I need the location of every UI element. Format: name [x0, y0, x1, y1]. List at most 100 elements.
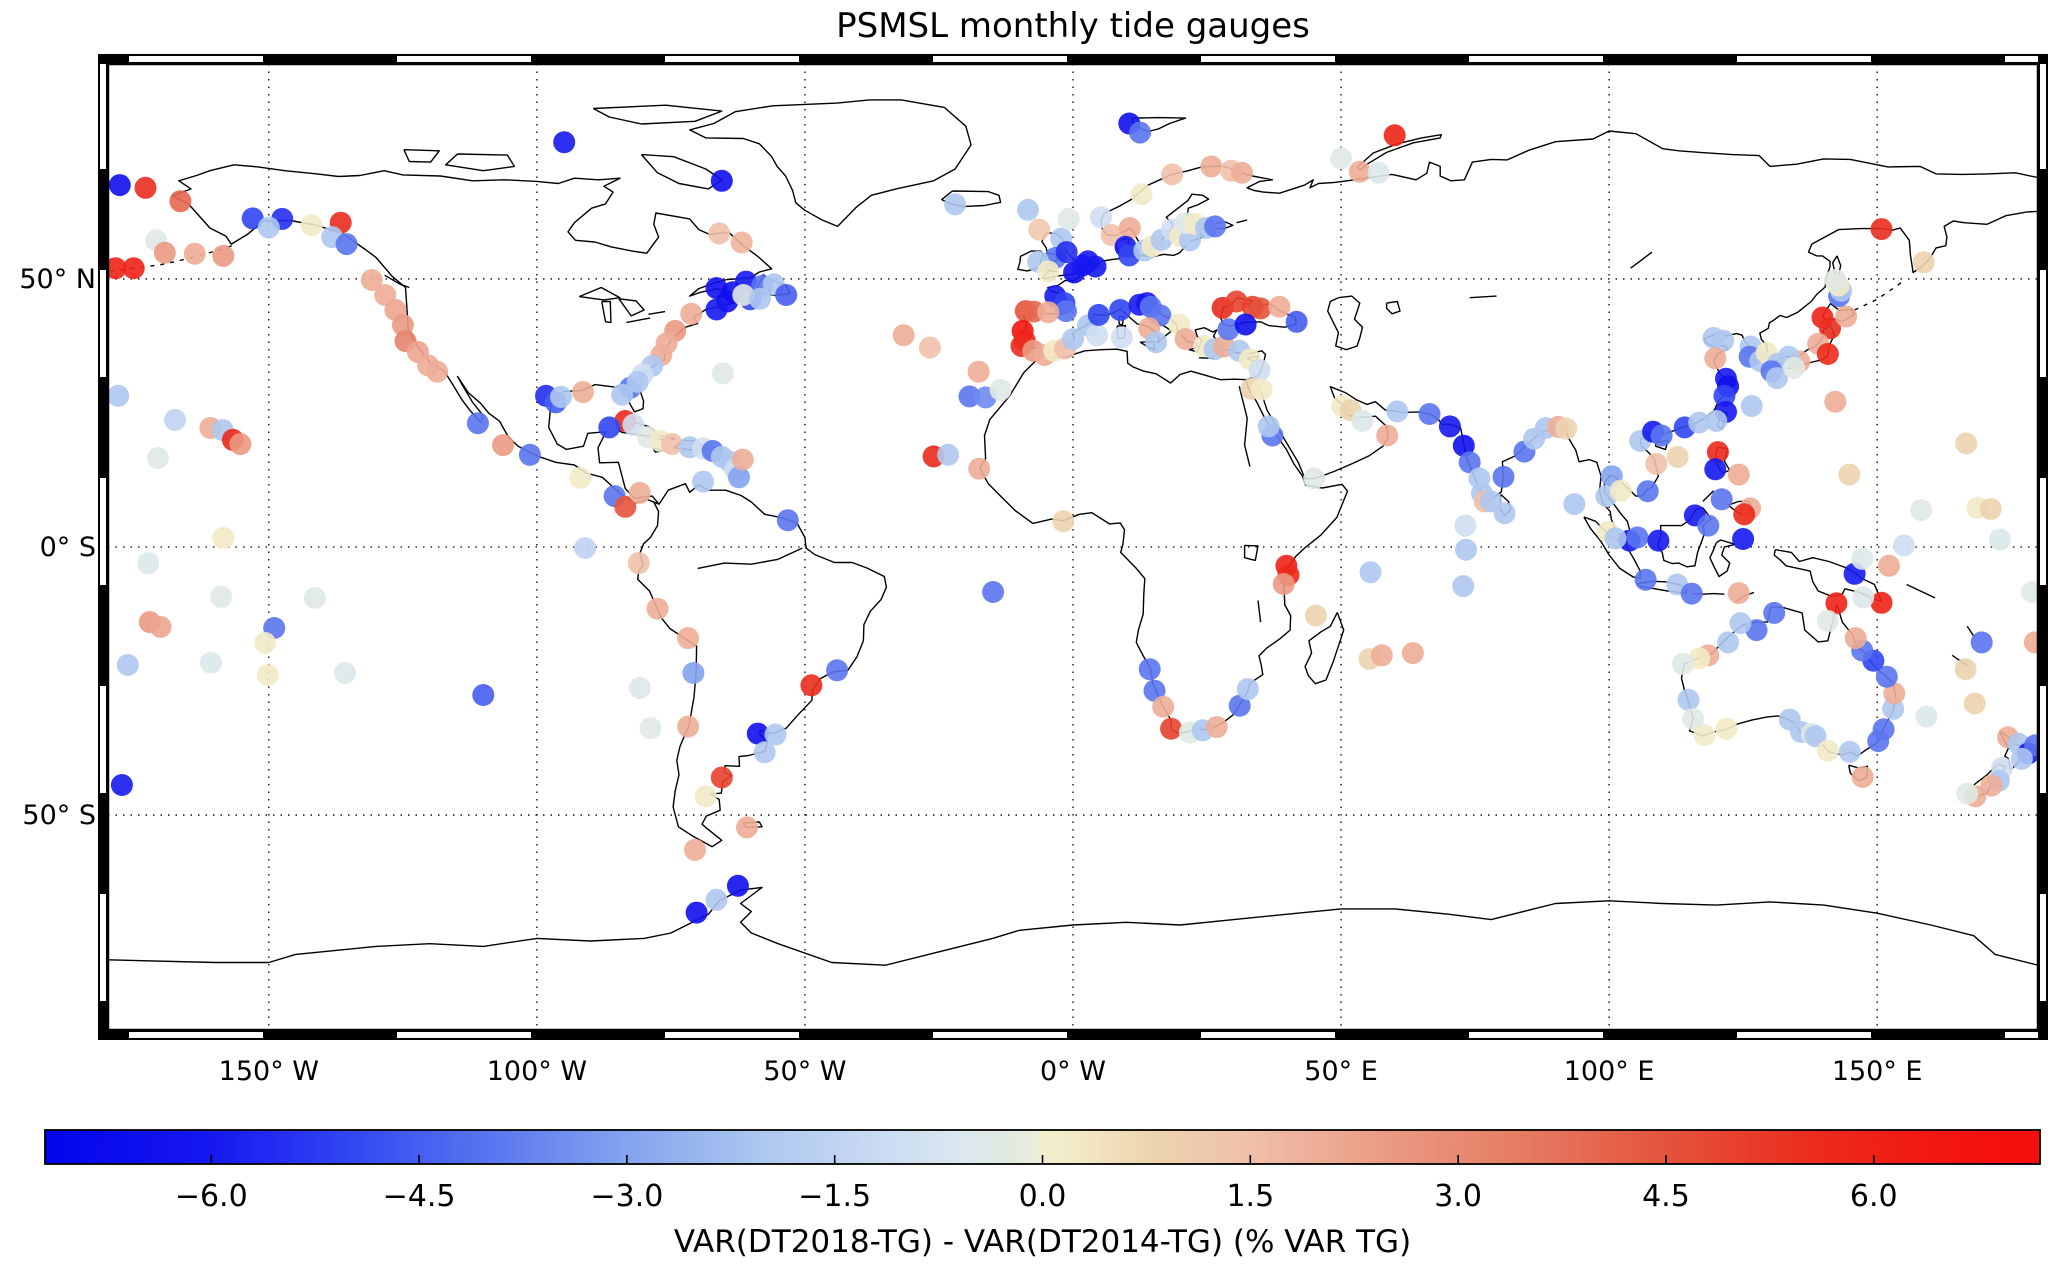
tide-gauge-point [146, 447, 169, 469]
colorbar-tick-label: 6.0 [1850, 1179, 1898, 1214]
tide-gauge-point [1086, 324, 1109, 347]
tide-gauge-point [1682, 708, 1705, 731]
tide-gauge-point [1878, 554, 1900, 577]
tide-gauge-point [1870, 218, 1893, 241]
tide-gauge-point [1645, 452, 1668, 475]
tide-gauge-point [1727, 582, 1750, 605]
tide-gauge-point [466, 412, 489, 435]
tide-gauge-point [1458, 451, 1481, 474]
tide-gauge-point [1028, 218, 1051, 241]
tide-gauge-point [1129, 121, 1151, 144]
tide-gauge-point [569, 466, 592, 489]
tide-gauge-point [800, 674, 823, 697]
tide-gauge-point [1455, 538, 1477, 561]
tide-gauge-point [1348, 160, 1371, 183]
tide-gauge-point [1763, 601, 1786, 624]
tide-gauge-point [944, 193, 967, 216]
tide-gauge-point [646, 597, 669, 620]
tide-gauge-point [677, 715, 700, 738]
tide-gauge-point [1893, 534, 1915, 557]
tide-gauge-point [1717, 631, 1740, 654]
tide-gauge-point [731, 448, 754, 471]
tide-gauge-point [1454, 514, 1477, 537]
tide-gauge-point [1672, 652, 1695, 675]
tide-gauge-point [1228, 694, 1251, 717]
tide-gauge-point [108, 384, 130, 407]
tide-gauge-point [1783, 356, 1806, 379]
tide-gauge-point [892, 324, 915, 347]
tide-gauge-point [1647, 529, 1670, 552]
tide-gauge-point [1713, 384, 1736, 407]
tide-gauge-point [677, 627, 700, 650]
tide-gauge-point [1118, 217, 1141, 239]
tide-gauge-point [1838, 740, 1861, 763]
lon-tick-label: 50° E [1304, 1056, 1378, 1087]
tide-gauge-point [169, 190, 192, 213]
lon-tick-label: 100° E [1564, 1056, 1655, 1087]
tide-gauge-point [1650, 424, 1673, 447]
tide-gauge-point [628, 481, 651, 504]
tide-gauge-point [492, 434, 515, 457]
lon-tick-label: 50° W [763, 1056, 846, 1087]
tide-gauge-point [1055, 241, 1078, 264]
tide-gauge-point [1825, 592, 1848, 615]
tide-gauge-point [257, 216, 280, 239]
tide-gauge-point [300, 214, 323, 237]
colorbar-tick-label: −3.0 [590, 1179, 663, 1214]
tide-gauge-point [137, 552, 160, 575]
tide-gauge-point [1418, 403, 1441, 425]
tide-gauge-point [1915, 705, 1938, 728]
tide-gauge-point [1386, 400, 1409, 423]
tide-gauge-point [1285, 310, 1308, 333]
tide-gauge-point [1272, 573, 1295, 595]
tide-gauge-point [775, 284, 798, 306]
tide-gauge-point [968, 457, 991, 480]
tide-gauge-point [1138, 658, 1161, 681]
tide-gauge-point [1351, 410, 1374, 432]
tide-gauge-point [1304, 604, 1327, 627]
tide-gauge-point [1872, 718, 1895, 741]
tide-gauge-point [426, 360, 449, 383]
tide-gauge-point [639, 717, 662, 740]
tide-gauge-point [614, 495, 637, 518]
tide-gauge-point [918, 336, 941, 359]
tide-gauge-point [1160, 717, 1183, 740]
tide-gauge-point [1733, 503, 1756, 526]
tide-gauge-point [1954, 658, 1977, 681]
tide-gauge-point [728, 466, 750, 489]
tide-gauge-point [1804, 725, 1827, 748]
tide-gauge-point [2010, 747, 2033, 770]
colorbar-tick-label: 1.5 [1226, 1179, 1274, 1214]
tide-gauge-point [1257, 415, 1280, 438]
tide-gauge-point [1089, 206, 1112, 229]
tide-gauge-point [1824, 390, 1847, 413]
tide-gauge-point [710, 169, 733, 192]
tide-gauge-point [776, 509, 799, 532]
tide-gauge-point [1704, 458, 1727, 481]
tide-gauge-point [212, 526, 235, 549]
tide-gauge-point [212, 244, 235, 267]
tide-gauge-point [1383, 124, 1406, 147]
tide-gauge-point [1178, 229, 1201, 252]
tide-gauge-point [708, 222, 731, 245]
tide-gauge-point [710, 766, 733, 789]
tide-gauge-point [1883, 682, 1906, 705]
lon-tick-label: 0° W [1040, 1056, 1106, 1087]
tide-gauge-point [1205, 716, 1228, 739]
tide-gauge-point [627, 552, 650, 575]
tide-gauge-point [937, 443, 960, 466]
tide-gauge-point [628, 677, 651, 699]
tide-gauge-point [1109, 299, 1132, 321]
tide-gauge-point [1084, 255, 1107, 278]
lon-tick-label: 150° W [219, 1056, 319, 1087]
tide-gauge-point [753, 741, 776, 764]
tide-gauge-point [748, 287, 771, 310]
tide-gauge-point [1765, 367, 1788, 390]
lat-tick-label: 50° S [22, 800, 96, 831]
tide-gauge-point [1729, 612, 1752, 635]
lon-tick-labels: 150° W 100° W 50° W 0° W 50° E 100° E 150° E [219, 1056, 1923, 1087]
tide-gauge-point [1130, 183, 1153, 206]
tide-gauge-point [967, 360, 990, 383]
